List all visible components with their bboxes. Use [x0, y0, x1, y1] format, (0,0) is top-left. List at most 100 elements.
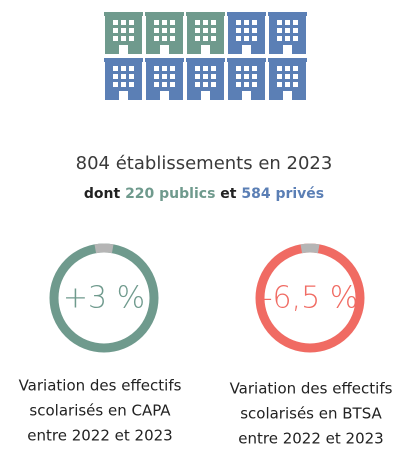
building-roof: [104, 12, 143, 16]
window: [236, 20, 241, 25]
window: [244, 28, 249, 33]
window: [170, 36, 175, 41]
window: [236, 74, 241, 79]
window: [203, 82, 208, 87]
window: [170, 82, 175, 87]
window: [121, 82, 126, 87]
window: [277, 28, 282, 33]
stat-value: +3 %: [63, 281, 145, 316]
door: [119, 45, 128, 54]
window: [203, 36, 208, 41]
window: [211, 82, 216, 87]
building-roof: [186, 12, 225, 16]
window: [293, 82, 298, 87]
window: [113, 74, 118, 79]
window: [195, 36, 200, 41]
window: [244, 82, 249, 87]
window: [277, 66, 282, 71]
building: [268, 12, 307, 54]
window: [162, 82, 167, 87]
window: [285, 36, 290, 41]
window: [195, 82, 200, 87]
window: [252, 20, 257, 25]
window: [236, 66, 241, 71]
window: [285, 28, 290, 33]
caption: entre 2022 et 2023: [238, 430, 383, 448]
window: [195, 74, 200, 79]
window: [195, 20, 200, 25]
building-roof: [268, 58, 307, 62]
caption: entre 2022 et 2023: [27, 427, 172, 445]
building: [145, 58, 184, 100]
window: [195, 66, 200, 71]
stat-value: -6,5 %: [262, 281, 359, 316]
building-roof: [145, 58, 184, 62]
window: [121, 74, 126, 79]
window: [121, 66, 126, 71]
window: [211, 28, 216, 33]
building-roof: [104, 58, 143, 62]
window: [113, 82, 118, 87]
window: [129, 36, 134, 41]
building: [145, 12, 184, 54]
prives: 584 privés: [241, 186, 324, 202]
window: [293, 20, 298, 25]
window: [203, 20, 208, 25]
ring-gap: [94, 243, 114, 254]
window: [154, 74, 159, 79]
window: [252, 74, 257, 79]
window: [236, 82, 241, 87]
window: [293, 66, 298, 71]
building-icons: [104, 12, 307, 100]
building: [227, 12, 266, 54]
window: [252, 66, 257, 71]
building-roof: [186, 58, 225, 62]
window: [244, 20, 249, 25]
window: [129, 28, 134, 33]
window: [129, 74, 134, 79]
window: [236, 36, 241, 41]
window: [203, 28, 208, 33]
window: [121, 20, 126, 25]
building-roof: [145, 12, 184, 16]
door: [283, 45, 292, 54]
door: [119, 91, 128, 100]
window: [154, 66, 159, 71]
window: [170, 28, 175, 33]
door: [160, 45, 169, 54]
headline: 804 établissements en 2023: [76, 153, 333, 174]
door: [160, 91, 169, 100]
window: [252, 82, 257, 87]
door: [242, 91, 251, 100]
window: [113, 66, 118, 71]
window: [113, 20, 118, 25]
window: [285, 82, 290, 87]
window: [293, 74, 298, 79]
building: [186, 58, 225, 100]
window: [113, 28, 118, 33]
door: [201, 91, 210, 100]
building: [104, 12, 143, 54]
window: [154, 36, 159, 41]
window: [162, 66, 167, 71]
prefix: dont: [84, 186, 121, 202]
window: [293, 36, 298, 41]
window: [195, 28, 200, 33]
caption: scolarisés en CAPA: [29, 402, 171, 420]
window: [170, 66, 175, 71]
window: [203, 74, 208, 79]
window: [293, 28, 298, 33]
window: [129, 66, 134, 71]
window: [203, 66, 208, 71]
window: [162, 20, 167, 25]
window: [285, 20, 290, 25]
publics: 220 publics: [125, 186, 215, 202]
window: [252, 36, 257, 41]
building: [268, 58, 307, 100]
window: [170, 74, 175, 79]
window: [162, 74, 167, 79]
building: [186, 12, 225, 54]
door: [201, 45, 210, 54]
